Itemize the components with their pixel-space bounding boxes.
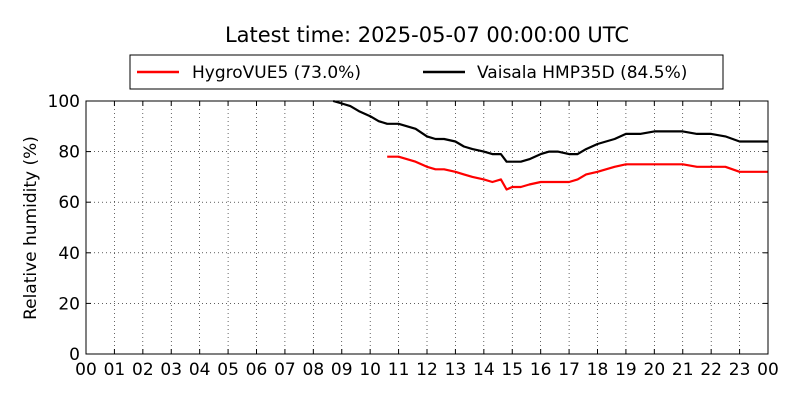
y-tick-label: 20 bbox=[58, 294, 80, 314]
axis-ticks bbox=[85, 100, 769, 355]
x-tick-label: 07 bbox=[274, 360, 296, 380]
y-tick-label: 40 bbox=[58, 244, 80, 264]
x-tick-label: 16 bbox=[530, 360, 552, 380]
x-tick-label: 14 bbox=[473, 360, 495, 380]
x-tick-label: 00 bbox=[757, 360, 779, 380]
grid-lines bbox=[86, 101, 768, 354]
series-line-1 bbox=[332, 99, 768, 163]
x-tick-label: 02 bbox=[132, 360, 154, 380]
x-tick-label: 21 bbox=[672, 360, 694, 380]
x-tick-label: 23 bbox=[729, 360, 751, 380]
x-tick-label: 06 bbox=[246, 360, 268, 380]
y-axis-label: Relative humidity (%) bbox=[21, 136, 41, 320]
x-tick-label: 15 bbox=[501, 360, 523, 380]
plot-frame bbox=[85, 100, 769, 355]
series-lines bbox=[332, 99, 768, 191]
legend-label-vaisala: Vaisala HMP35D (84.5%) bbox=[477, 63, 687, 83]
legend: HygroVUE5 (73.0%) Vaisala HMP35D (84.5%) bbox=[129, 54, 724, 90]
x-tick-label: 20 bbox=[644, 360, 666, 380]
x-tick-label: 17 bbox=[558, 360, 580, 380]
y-tick-label: 60 bbox=[58, 193, 80, 213]
x-tick-label: 10 bbox=[359, 360, 381, 380]
y-tick-label: 80 bbox=[58, 143, 80, 163]
x-tick-label: 13 bbox=[445, 360, 467, 380]
legend-label-hygrovue5: HygroVUE5 (73.0%) bbox=[192, 63, 361, 83]
x-tick-label: 18 bbox=[587, 360, 609, 380]
x-tick-label: 08 bbox=[303, 360, 325, 380]
x-tick-label: 11 bbox=[388, 360, 410, 380]
x-tick-label: 03 bbox=[160, 360, 182, 380]
y-tick-label: 0 bbox=[69, 345, 80, 365]
chart-title: Latest time: 2025-05-07 00:00:00 UTC bbox=[225, 23, 629, 47]
y-tick-labels: 0 20 40 60 80 100 bbox=[48, 92, 80, 365]
series-line-0 bbox=[387, 155, 768, 191]
x-tick-label: 19 bbox=[615, 360, 637, 380]
x-tick-label: 22 bbox=[700, 360, 722, 380]
x-tick-label: 09 bbox=[331, 360, 353, 380]
x-tick-label: 01 bbox=[104, 360, 126, 380]
x-tick-label: 04 bbox=[189, 360, 211, 380]
x-tick-label: 00 bbox=[75, 360, 97, 380]
x-tick-label: 05 bbox=[217, 360, 239, 380]
x-tick-labels: 00 01 02 03 04 05 06 07 08 09 10 11 12 13 14 15 16 17 18 19… bbox=[75, 360, 779, 380]
y-tick-label: 100 bbox=[48, 92, 80, 112]
x-tick-label: 12 bbox=[416, 360, 438, 380]
